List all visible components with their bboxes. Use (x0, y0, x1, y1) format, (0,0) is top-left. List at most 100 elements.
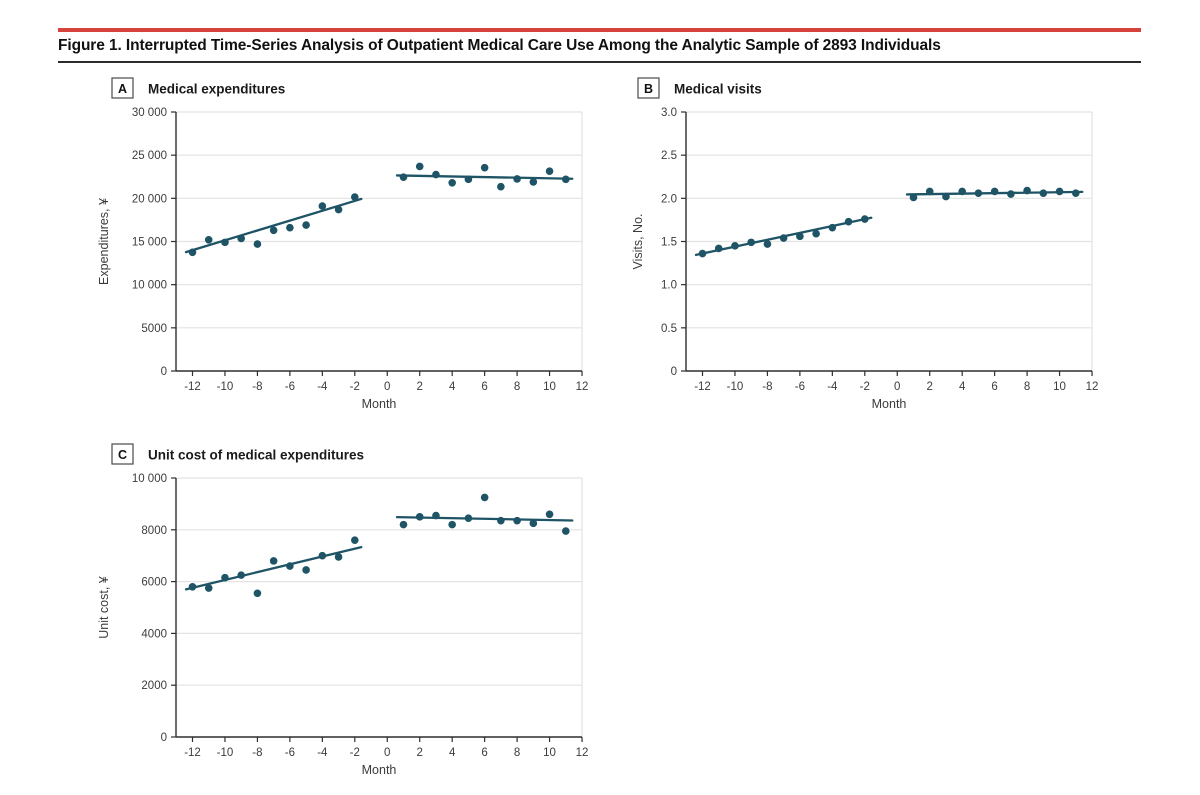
data-point (334, 205, 343, 214)
panel-c-chart: 0 2000 4000 6000 8000 10 000 -12 -10 -8 -6 -4 -2 0 2 4… (97, 443, 589, 777)
x-tick-label: -8 (252, 747, 262, 759)
x-tick-label: 0 (894, 381, 900, 393)
data-point (513, 175, 521, 183)
x-tick-label: -10 (727, 381, 744, 393)
data-point (828, 223, 837, 232)
title-divider (58, 61, 1141, 63)
x-tick-label: 12 (576, 381, 589, 393)
x-tick-label: -4 (827, 381, 838, 393)
x-tick-label: -2 (350, 747, 360, 759)
x-tick-label: 10 (543, 747, 556, 759)
data-point (1039, 189, 1048, 197)
data-point (237, 571, 245, 579)
data-point (221, 238, 229, 247)
y-tick-label: 0.5 (661, 323, 677, 335)
data-point (286, 223, 294, 232)
data-point (318, 202, 327, 210)
panel-a-medical-expenditures: 0 5000 10 000 15 000 20 000 25 000 30 000 -12 -1… (60, 72, 620, 424)
x-tick-label: 2 (417, 381, 423, 393)
x-tick-label: 8 (1024, 381, 1030, 393)
y-tick-label: 10 000 (132, 473, 167, 485)
x-tick-label: 4 (959, 381, 966, 393)
x-tick-label: 4 (449, 747, 456, 759)
data-point (204, 584, 213, 592)
data-point (464, 175, 473, 184)
x-tick-label: 0 (384, 747, 390, 759)
data-point (909, 193, 918, 202)
panel-label: A (118, 82, 127, 96)
x-tick-label: 2 (417, 747, 423, 759)
accent-bar (58, 28, 1141, 32)
y-tick-label: 0 (161, 366, 167, 378)
y-tick-label: 30 000 (132, 107, 167, 119)
panel-c-unit-cost: 0 2000 4000 6000 8000 10 000 -12 -10 -8 -6 -4 -2 0 2 4… (60, 438, 620, 790)
y-tick-label: 3.0 (661, 107, 677, 119)
panel-title: Unit cost of medical expenditures (148, 448, 364, 463)
x-tick-label: -6 (285, 381, 295, 393)
y-tick-label: 15 000 (132, 237, 167, 249)
data-point (188, 582, 197, 591)
x-tick-label: 6 (991, 381, 997, 393)
data-point (286, 562, 294, 570)
data-point (958, 187, 966, 196)
trend-line (395, 515, 574, 522)
y-tick-label: 2.5 (661, 150, 677, 162)
x-tick-label: 6 (481, 747, 487, 759)
y-tick-label: 25 000 (132, 150, 167, 162)
x-tick-label: 12 (1086, 381, 1099, 393)
data-point (529, 519, 538, 528)
x-tick-label: 6 (481, 381, 487, 393)
x-tick-label: -6 (285, 747, 295, 759)
data-point (253, 240, 262, 248)
data-point (1055, 187, 1064, 196)
data-point (334, 553, 343, 561)
x-tick-label: -10 (217, 381, 234, 393)
data-point (1071, 189, 1080, 197)
data-point (269, 226, 278, 235)
data-point (545, 167, 554, 175)
trend-line (184, 546, 363, 591)
x-tick-label: -12 (694, 381, 711, 393)
data-point (513, 516, 521, 525)
data-point (318, 551, 327, 560)
data-point (1023, 186, 1031, 195)
data-point (302, 566, 310, 574)
data-point (432, 511, 440, 520)
y-axis-title: Expenditures, ¥ (97, 198, 111, 285)
data-point (351, 536, 359, 544)
data-point (497, 516, 505, 525)
data-point (779, 234, 788, 242)
data-point (399, 520, 408, 529)
data-point (448, 520, 456, 529)
x-axis-title: Month (872, 397, 907, 411)
data-point (464, 514, 473, 522)
data-point (497, 182, 505, 191)
data-point (561, 175, 570, 184)
data-point (747, 238, 755, 247)
x-tick-label: 12 (576, 747, 589, 759)
panel-a-chart: 0 5000 10 000 15 000 20 000 25 000 30 000 -12 -1… (97, 77, 589, 411)
figure-title: Figure 1. Interrupted Time-Series Analys… (58, 37, 941, 54)
y-tick-label: 2000 (141, 680, 167, 692)
data-point (399, 173, 408, 181)
data-point (861, 215, 869, 223)
x-tick-label: 8 (514, 747, 520, 759)
data-point (763, 240, 772, 248)
data-point (480, 163, 489, 172)
y-tick-label: 1.0 (661, 280, 677, 292)
x-tick-label: -4 (317, 381, 328, 393)
data-point (269, 557, 278, 565)
x-tick-label: -2 (350, 381, 360, 393)
x-tick-label: -8 (252, 381, 262, 393)
y-tick-label: 6000 (141, 577, 167, 589)
x-tick-label: 10 (1053, 381, 1066, 393)
data-point (731, 242, 739, 250)
data-point (925, 187, 934, 196)
y-tick-label: 20 000 (132, 193, 167, 205)
data-point (545, 510, 554, 519)
panel-label: B (644, 82, 653, 96)
y-tick-label: 5000 (141, 323, 167, 335)
data-point (974, 189, 983, 197)
y-tick-label: 4000 (141, 628, 167, 640)
x-axis-title: Month (362, 397, 397, 411)
